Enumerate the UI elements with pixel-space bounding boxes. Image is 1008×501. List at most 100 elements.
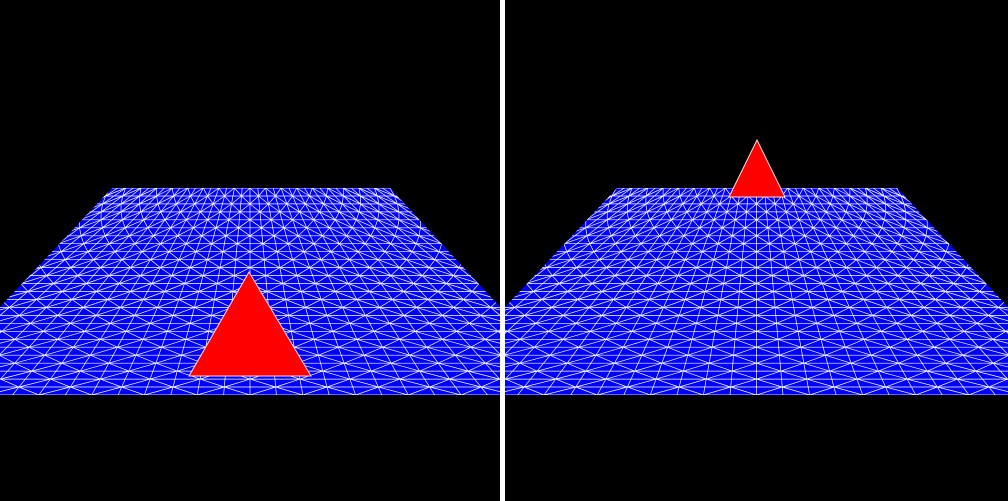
grid-line	[551, 307, 564, 316]
grid-line	[676, 227, 685, 237]
grid-line	[988, 386, 1008, 395]
grid-line	[108, 267, 131, 276]
grid-line	[409, 346, 427, 356]
grid-line	[756, 346, 780, 356]
grid-line	[465, 243, 468, 252]
grid-line	[264, 259, 281, 268]
grid-line	[845, 346, 872, 356]
grid-line	[945, 362, 976, 372]
grid-line	[937, 378, 958, 388]
grid-line	[897, 235, 903, 244]
grid-line	[846, 259, 857, 268]
grid-line	[519, 354, 551, 364]
grid-line	[777, 211, 787, 221]
grid-line	[238, 219, 251, 229]
grid-line	[884, 211, 887, 220]
grid-line	[962, 354, 994, 364]
grid-line	[575, 386, 598, 395]
grid-line	[303, 251, 322, 261]
grid-line	[537, 362, 568, 372]
grid-line	[646, 267, 667, 276]
grid-line	[732, 227, 746, 237]
grid-line	[871, 354, 899, 364]
grid-line	[799, 251, 811, 260]
grid-line	[585, 211, 608, 221]
grid-line	[1, 331, 15, 340]
grid-line	[468, 370, 500, 380]
grid-line	[318, 354, 345, 364]
grid-line	[837, 243, 847, 252]
grid-line	[357, 243, 366, 252]
grid-line	[590, 322, 617, 332]
grid-line	[841, 211, 847, 220]
grid-line	[769, 243, 784, 253]
grid-line	[480, 315, 500, 324]
grid-line	[286, 203, 300, 213]
grid-line	[438, 362, 469, 372]
grid-line	[215, 219, 229, 229]
grid-line	[832, 195, 849, 205]
grid-line	[906, 370, 928, 380]
grid-line	[57, 315, 71, 324]
grid-line	[767, 219, 779, 229]
grid-line	[352, 227, 371, 237]
grid-line	[453, 267, 460, 276]
grid-line	[46, 307, 58, 316]
grid-line	[787, 188, 800, 197]
grid-line	[682, 203, 688, 213]
grid-line	[601, 283, 626, 292]
grid-line	[121, 259, 131, 268]
grid-line	[418, 211, 442, 221]
grid-line	[829, 362, 852, 372]
grid-line	[168, 251, 180, 260]
grid-line	[991, 267, 997, 276]
grid-line	[427, 291, 439, 300]
grid-line	[321, 299, 343, 308]
grid-line	[834, 267, 847, 276]
grid-line	[934, 346, 963, 356]
grid-line	[957, 378, 989, 388]
grid-line	[222, 251, 236, 260]
grid-line	[164, 283, 185, 292]
grid-line	[704, 291, 721, 300]
grid-line	[505, 188, 641, 395]
grid-line	[212, 195, 225, 205]
grid-line	[849, 195, 868, 205]
grid-line	[570, 259, 577, 268]
right-3d-viewport[interactable]	[505, 0, 1008, 501]
grid-line	[360, 195, 380, 205]
grid-line	[813, 219, 821, 229]
grid-line	[415, 235, 420, 244]
grid-line	[172, 378, 201, 388]
grid-line	[578, 346, 597, 356]
grid-line	[810, 251, 829, 261]
grid-line	[684, 259, 697, 268]
grid-line	[678, 188, 681, 197]
grid-line	[139, 195, 157, 205]
grid-line	[636, 267, 647, 276]
grid-line	[151, 275, 172, 284]
grid-line	[827, 299, 850, 308]
grid-line	[139, 188, 142, 197]
grid-line	[936, 315, 950, 324]
grid-line	[505, 267, 517, 276]
grid-line	[877, 235, 898, 245]
grid-line	[538, 243, 541, 252]
grid-line	[937, 386, 969, 395]
grid-line	[443, 235, 468, 245]
grid-line	[184, 283, 199, 292]
grid-line	[536, 370, 556, 380]
grid-line	[735, 211, 747, 221]
grid-line	[185, 338, 206, 348]
grid-line	[18, 378, 51, 388]
grid-line	[756, 291, 774, 300]
grid-line	[397, 227, 420, 237]
grid-line	[261, 219, 272, 229]
grid-line	[865, 188, 868, 197]
grid-line	[514, 307, 525, 316]
grid-line	[535, 323, 549, 332]
grid-line	[729, 243, 744, 253]
left-3d-viewport[interactable]	[0, 0, 500, 501]
grid-line	[687, 354, 710, 364]
